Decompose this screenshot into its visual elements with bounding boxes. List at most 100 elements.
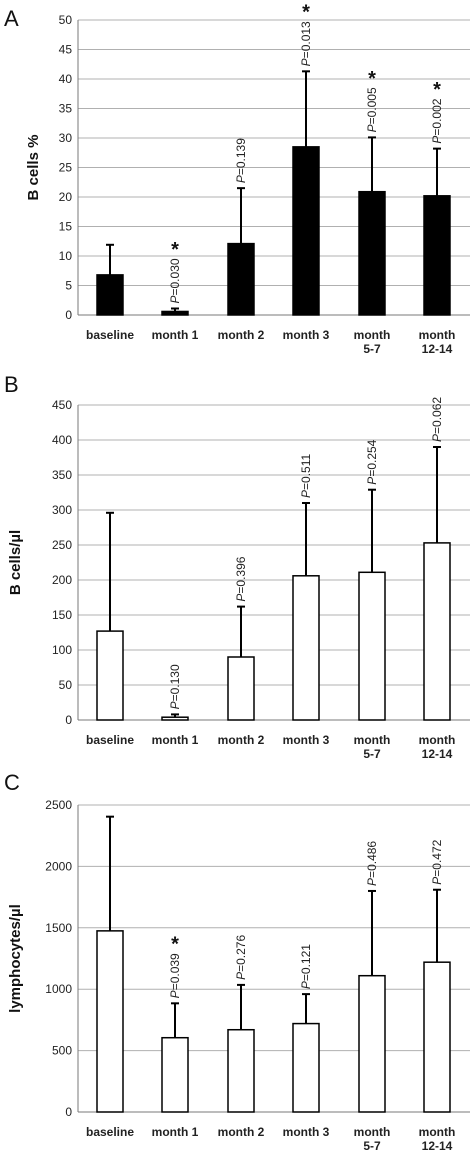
x-tick-label: month <box>354 733 391 747</box>
p-value-label: P=0.121 <box>299 944 313 989</box>
y-tick-label: 40 <box>59 72 73 86</box>
x-tick-label: month 1 <box>152 1125 199 1139</box>
y-tick-label: 100 <box>52 643 72 657</box>
bar <box>227 656 255 721</box>
y-tick-label: 10 <box>59 249 73 263</box>
bar <box>292 575 320 721</box>
x-tick-label: 5-7 <box>363 747 381 761</box>
p-symbol: P <box>234 594 248 602</box>
y-tick-label: 1000 <box>45 982 72 996</box>
p-value-text: =0.511 <box>299 454 313 490</box>
x-tick-label: 12-14 <box>422 1139 453 1153</box>
p-value-label: P=0.030 <box>168 258 182 303</box>
chart-panel-a: A 0 5 10 15 20 25 30 35 40 45 50 B cells % baseline mo… <box>4 2 470 356</box>
y-tick-label: 30 <box>59 131 73 145</box>
y-tick-label: 0 <box>65 308 72 322</box>
p-value-text: =0.254 <box>365 439 379 476</box>
x-tick-label: month <box>354 328 391 342</box>
x-tick-label: month <box>419 1125 456 1139</box>
y-tick-label: 35 <box>59 102 73 116</box>
p-value-label: P=0.013 <box>299 21 313 66</box>
p-value-text: =0.062 <box>430 397 444 434</box>
p-symbol: P <box>168 701 182 709</box>
p-symbol: P <box>299 981 313 989</box>
p-value-label: P=0.062 <box>430 397 444 442</box>
bar <box>292 1022 320 1113</box>
y-tick-label: 200 <box>52 573 72 587</box>
chart-panel-b: B 0 50 100 150 200 250 300 350 400 450 B cells/µl ba… <box>4 372 470 761</box>
x-tick-label: month 1 <box>152 733 199 747</box>
p-value-text: =0.002 <box>430 98 444 135</box>
p-value-label: P=0.139 <box>234 138 248 183</box>
p-symbol: P <box>168 990 182 998</box>
p-value-text: =0.276 <box>234 935 248 972</box>
p-value-label: P=0.486 <box>365 841 379 886</box>
bar <box>161 1036 189 1113</box>
x-tick-label: month <box>419 733 456 747</box>
p-symbol: P <box>299 58 313 66</box>
bar <box>227 242 255 316</box>
x-tick-label: 5-7 <box>363 342 381 356</box>
y-tick-label: 0 <box>65 713 72 727</box>
panel-label: B <box>4 372 19 397</box>
p-symbol: P <box>430 877 444 885</box>
panel-label: A <box>4 6 19 31</box>
bar <box>358 974 386 1113</box>
bar <box>96 630 124 721</box>
p-value-text: =0.486 <box>365 841 379 878</box>
bar <box>423 195 451 316</box>
p-value-text: =0.039 <box>168 953 182 990</box>
y-axis-label: B cells % <box>25 135 42 201</box>
p-value-text: =0.139 <box>234 138 248 175</box>
y-tick-label: 1500 <box>45 921 72 935</box>
bar <box>358 571 386 721</box>
p-value-text: =0.472 <box>430 839 444 876</box>
x-tick-label: 12-14 <box>422 342 453 356</box>
p-value-label: P=0.396 <box>234 556 248 601</box>
bar <box>227 1028 255 1113</box>
y-tick-label: 15 <box>59 220 73 234</box>
significance-star: * <box>368 68 376 90</box>
significance-star: * <box>433 79 441 101</box>
y-axis-label: B cells/µl <box>7 530 24 595</box>
x-tick-label: month 2 <box>218 733 265 747</box>
p-symbol: P <box>234 175 248 183</box>
p-symbol: P <box>234 972 248 980</box>
p-value-label: P=0.002 <box>430 98 444 143</box>
p-value-text: =0.130 <box>168 664 182 701</box>
p-symbol: P <box>365 124 379 132</box>
x-tick-label: month 1 <box>152 328 199 342</box>
p-value-label: P=0.511 <box>299 454 313 498</box>
y-tick-label: 20 <box>59 190 73 204</box>
significance-star: * <box>171 934 179 956</box>
bar <box>358 190 386 316</box>
y-tick-label: 150 <box>52 608 72 622</box>
y-tick-label: 50 <box>59 678 73 692</box>
bar <box>161 310 189 316</box>
p-value-text: =0.013 <box>299 21 313 58</box>
y-tick-label: 500 <box>52 1044 72 1058</box>
x-tick-label: month 3 <box>283 328 330 342</box>
bar <box>423 542 451 721</box>
y-tick-label: 5 <box>65 279 72 293</box>
y-tick-label: 250 <box>52 538 72 552</box>
x-tick-label: baseline <box>86 733 134 747</box>
x-tick-label: month <box>354 1125 391 1139</box>
p-value-label: P=0.005 <box>365 87 379 132</box>
p-value-text: =0.121 <box>299 944 313 981</box>
p-value-label: P=0.254 <box>365 439 379 484</box>
x-tick-label: 5-7 <box>363 1139 381 1153</box>
panel-label: C <box>4 770 20 795</box>
y-tick-label: 0 <box>65 1105 72 1119</box>
p-value-text: =0.396 <box>234 556 248 593</box>
bar <box>96 274 124 316</box>
p-value-label: P=0.276 <box>234 935 248 980</box>
y-tick-label: 2500 <box>45 798 72 812</box>
p-value-label: P=0.039 <box>168 953 182 998</box>
x-tick-label: month 3 <box>283 1125 330 1139</box>
y-tick-label: 50 <box>59 13 73 27</box>
x-tick-label: month <box>419 328 456 342</box>
bar <box>96 930 124 1113</box>
p-symbol: P <box>365 477 379 485</box>
y-tick-label: 2000 <box>45 859 72 873</box>
